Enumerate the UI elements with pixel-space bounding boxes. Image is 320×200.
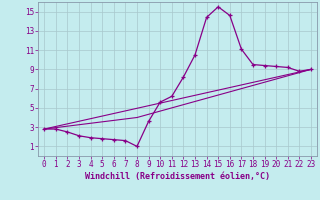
- X-axis label: Windchill (Refroidissement éolien,°C): Windchill (Refroidissement éolien,°C): [85, 172, 270, 181]
